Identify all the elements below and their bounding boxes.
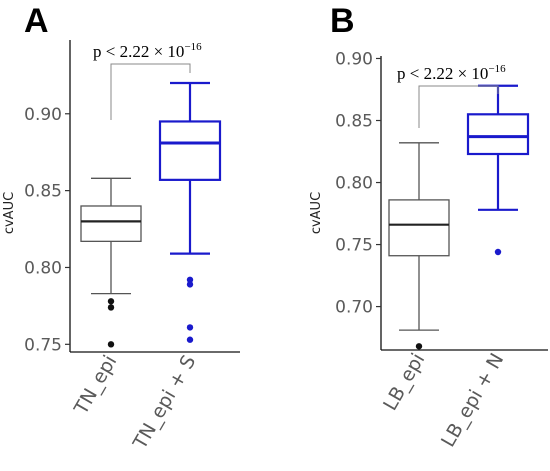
x-category-label: LB_epi: [379, 350, 429, 415]
p-value-text: p < 2.22 × 10: [93, 42, 184, 61]
outlier-point: [107, 304, 115, 311]
p-value-annotation: p < 2.22 × 10−16: [397, 63, 506, 83]
x-category-label: LB_epi + N: [437, 350, 508, 451]
x-category-label: TN_epi: [70, 352, 122, 420]
panel-label: B: [330, 2, 355, 40]
outlier-point: [107, 341, 115, 348]
box-iqr: [466, 113, 530, 156]
y-tick-label: 0.75: [335, 236, 373, 256]
y-axis-label: cvAUC: [2, 192, 17, 234]
y-tick-label: 0.90: [335, 49, 373, 69]
box-1: [388, 142, 450, 350]
panel-label: A: [24, 2, 49, 40]
significance-bracket: [418, 85, 499, 128]
y-tick-label: 0.70: [335, 298, 373, 318]
box-iqr: [80, 205, 142, 242]
y-tick-label: 0.80: [335, 174, 373, 194]
outlier-point: [107, 298, 115, 305]
outlier-point: [186, 281, 194, 288]
p-value-exponent: −16: [184, 41, 202, 53]
y-tick-label: 0.85: [24, 182, 62, 202]
y-tick-label: 0.90: [24, 105, 62, 125]
outlier-point: [186, 276, 194, 283]
y-tick-label: 0.75: [24, 335, 62, 355]
box-2: [158, 81, 222, 343]
outlier-point: [494, 248, 502, 256]
y-tick-label: 0.85: [335, 112, 373, 132]
box-iqr: [388, 199, 450, 257]
outlier-point: [415, 343, 423, 350]
significance-bracket: [110, 63, 191, 120]
p-value-text: p < 2.22 × 10: [397, 64, 488, 83]
outlier-point: [186, 336, 194, 343]
p-value-annotation: p < 2.22 × 10−16: [93, 41, 202, 61]
y-axis-label: cvAUC: [309, 192, 324, 234]
y-tick-label: 0.80: [24, 258, 62, 278]
box-1: [80, 177, 142, 348]
box-2: [466, 84, 530, 256]
p-value-exponent: −16: [488, 63, 506, 75]
outlier-point: [186, 324, 194, 331]
x-category-label: TN_epi + S: [129, 352, 201, 454]
box-iqr: [158, 120, 222, 181]
